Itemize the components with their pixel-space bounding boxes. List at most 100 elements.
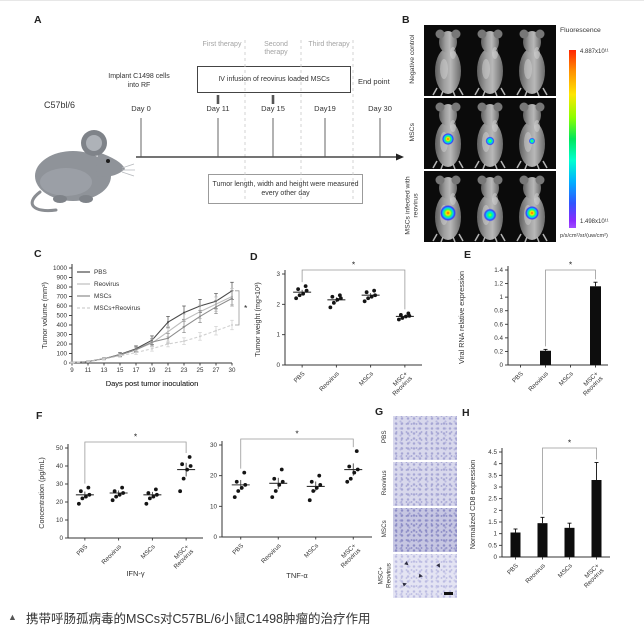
data-point [183,340,185,343]
top-divider [0,0,644,1]
y-tick-label: 0.5 [488,542,497,549]
panel-b-label: B [402,14,410,26]
data-point [178,489,183,494]
colorbar-min-value: 1.498x10¹¹ [580,219,609,225]
infusion-connector [216,95,220,104]
fluorescence-colorbar [569,50,576,228]
y-tick-label: 0.8 [494,308,503,315]
x-tick-label: 25 [197,367,204,374]
mouse-ear [435,102,445,112]
y-axis-label: Normalized CD8 expression [468,460,477,549]
histology-image-reovirus [393,462,457,506]
data-point [396,317,401,322]
data-point [273,489,278,493]
category-label: MSCs [140,543,157,560]
category-label: PBS [506,562,520,576]
y-tick-label: 0 [276,362,280,369]
mice-imaging-row [424,25,556,97]
y-tick-label: 4 [493,461,497,468]
significance-bracket [235,290,240,326]
tumor-weight-dot-plot: 0 1 2 3 Tumor weight (mg×10³) PBS Reovirus MSCs… [246,246,438,405]
panel-c-label: C [34,248,42,260]
day-label-0: Day 0 [131,104,151,113]
y-tick-label: 0 [493,554,497,561]
y-tick-label: 1.2 [494,281,503,288]
data-point [366,296,371,301]
category-label: MSC+Reovirus [335,542,362,569]
fur-highlight [440,59,448,79]
panel-e-label: E [464,249,472,261]
data-point [147,496,152,501]
data-point [180,462,185,467]
bioluminescence-image-mscs-reovirus [424,171,556,243]
data-point [110,498,115,503]
category-label: Reovirus [318,370,341,393]
fur-highlight [450,193,456,205]
panel-f-label: F [36,410,43,422]
significance-bracket [301,269,406,310]
mouse-ear [451,102,461,112]
category-label: MSCs [303,542,320,559]
y-tick-label: 4.5 [488,449,497,456]
fur-highlight [524,132,532,152]
fur-highlight [534,193,540,205]
data-point [86,485,91,490]
category-label: MSCs [358,370,375,387]
mouse-ear [493,29,503,39]
data-point [297,293,302,298]
data-point [348,476,353,481]
category-label: PBS [75,543,89,557]
y-tick-label: 20 [56,499,64,506]
implant-text: Implant C1498 cells into RF [108,73,170,89]
y-tick-label: 100 [56,351,67,358]
y-tick-label: 0 [499,362,503,369]
mouse-illustration [30,130,135,213]
series-line-PBS [71,290,233,364]
y-tick-label: 30 [56,481,64,488]
data-point [373,293,378,298]
luminescence-spot [528,137,536,145]
mouse-legs [516,160,548,170]
x-tick-label: 9 [70,367,74,374]
x-axis-label: Days post tumor inoculation [106,379,199,388]
x-axis-label: TNF-α [286,571,308,580]
data-point [154,492,159,497]
viral-rna-bar-chart: 0 0.2 0.4 0.6 0.8 1 1.2 1.4 Viral RNA relative e… [448,246,644,405]
panel-a-label: A [34,14,42,26]
measurement-box: Tumor length, width and height were meas… [208,174,363,204]
x-tick-label: 11 [85,367,92,374]
data-point [236,489,241,493]
data-point [347,464,352,469]
data-point [119,354,121,357]
timeline-diagram [136,40,404,200]
mouse-legs [474,87,506,97]
mouse-ear [477,102,487,112]
mouse-ear [519,175,529,185]
data-point [183,319,185,322]
x-tick-label: 17 [133,367,140,374]
data-point [372,288,377,293]
panel-g-label: G [375,406,384,418]
mouse-ear [435,175,445,185]
mouse-inner-ear [86,135,102,151]
y-tick-label: 200 [56,341,67,348]
data-point [314,486,319,490]
x-tick-label: 27 [213,367,220,374]
data-point [80,496,85,501]
mouse-ear [477,175,487,185]
mouse-legs [516,233,548,243]
y-axis-label: Concentration (pg/mL) [37,457,46,529]
data-point [120,485,125,490]
y-tick-label: 800 [56,284,67,291]
mouse-ear [535,175,545,185]
category-label: MSC+Reovirus [168,543,195,570]
data-point [167,330,169,333]
colorbar-title: Fluorescence [560,27,601,34]
dot-plot-svg: 0 10 20 30 40 50 Concentration (pg/mL) IFN-γ PBS… [37,432,203,578]
mouse-ear [493,175,503,185]
luminescence-spot [440,205,456,221]
y-tick-label: 0.6 [494,321,503,328]
therapy-label-second: Second therapy [264,41,288,57]
data-point [345,479,350,484]
histology-image-mscs [393,508,457,552]
